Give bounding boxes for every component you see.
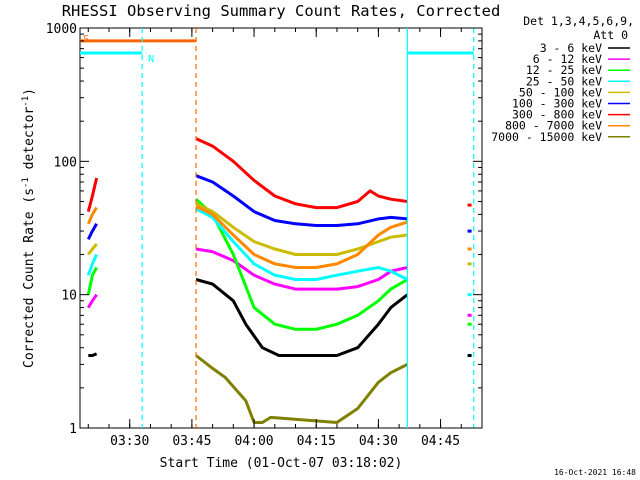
y-tick-label: 10 <box>61 289 77 304</box>
y-axis: 1 10 100 1000 <box>46 22 482 437</box>
series-line-1-segment-2 <box>195 278 409 357</box>
series-layer <box>86 137 472 424</box>
series-line-7-segment-2 <box>195 137 408 210</box>
x-tick-label: 03:45 <box>172 434 211 449</box>
series-line-8-segment-2 <box>195 204 408 269</box>
chart-title: RHESSI Observing Summary Count Rates, Co… <box>62 2 501 20</box>
y-axis-label-sup1: -1 <box>21 177 31 188</box>
legend-header-line2: Att 0 <box>593 28 628 42</box>
x-axis: 03:30 03:45 04:00 04:15 04:30 04:45 <box>87 28 483 449</box>
legend-label-2: 6 - 12 keV <box>533 52 602 66</box>
series-line-1-segment-1 <box>88 352 98 357</box>
x-tick-label: 04:45 <box>421 434 460 449</box>
series-line-5-segment-1 <box>87 243 98 256</box>
legend-label-4: 25 - 50 keV <box>526 74 602 88</box>
legend-label-1: 3 - 6 keV <box>540 41 602 55</box>
legend-label-5: 50 - 100 keV <box>519 85 602 99</box>
marker-layer: SN <box>80 28 475 428</box>
series-line-3-segment-1 <box>86 266 98 296</box>
y-tick-label: 1 <box>69 422 77 437</box>
series-line-8-segment-1 <box>86 206 98 225</box>
attenuator-flag-label: S <box>83 34 89 45</box>
night-flag-label: N <box>148 54 154 65</box>
series-line-2-segment-1 <box>87 293 98 309</box>
y-axis-label-main: Corrected Count Rate (s <box>22 188 37 368</box>
y-axis-label-end: ) <box>22 88 37 96</box>
y-tick-label: 1000 <box>46 22 77 37</box>
x-tick-label: 04:00 <box>234 434 273 449</box>
series-line-2-segment-2 <box>195 247 408 291</box>
legend-header-line1: Det 1,3,4,5,6,9, <box>523 14 634 28</box>
legend-label-7: 300 - 800 keV <box>512 108 602 122</box>
series-line-9-segment-2 <box>195 354 409 424</box>
series-line-6-segment-1 <box>86 223 98 240</box>
y-axis-label-sup2: -1 <box>21 96 31 107</box>
series-line-6-segment-2 <box>195 174 408 227</box>
y-axis-label: Corrected Count Rate (s-1 detector-1) <box>21 88 37 368</box>
legend-label-9: 7000 - 15000 keV <box>491 130 602 144</box>
legend-label-8: 800 - 7000 keV <box>505 119 602 133</box>
y-tick-label: 100 <box>54 155 77 170</box>
legend-label-6: 100 - 300 keV <box>512 97 602 111</box>
series-line-3-segment-2 <box>194 198 409 331</box>
x-tick-label: 04:15 <box>297 434 336 449</box>
series-line-5-segment-2 <box>195 202 408 256</box>
x-axis-label: Start Time (01-Oct-07 03:18:02) <box>160 456 403 471</box>
series-line-4-segment-1 <box>86 253 98 276</box>
series-line-7-segment-1 <box>86 177 99 212</box>
y-axis-label-mid: detector <box>22 107 37 178</box>
x-tick-label: 04:30 <box>359 434 398 449</box>
timestamp: 16-Oct-2021 16:48 <box>554 468 636 477</box>
plot-frame <box>79 27 483 429</box>
series-line-4-segment-2 <box>195 207 409 281</box>
legend-label-3: 12 - 25 keV <box>526 63 602 77</box>
x-tick-label: 03:30 <box>110 434 149 449</box>
plot-area: SN <box>79 27 483 429</box>
